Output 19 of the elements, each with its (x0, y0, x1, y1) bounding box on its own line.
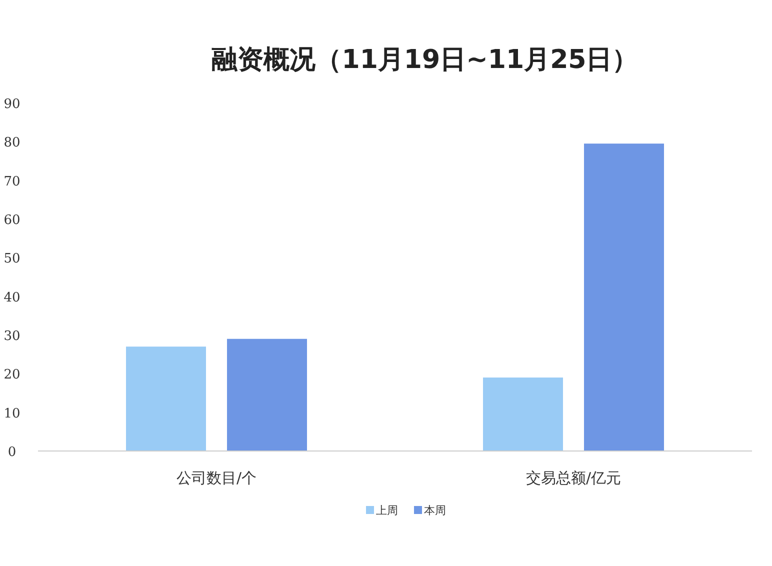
bar (227, 338, 307, 451)
y-tick-label: 60 (4, 213, 20, 228)
x-tick-label: 交易总额/亿元 (526, 469, 622, 487)
x-tick-label: 公司数目/个 (176, 469, 257, 487)
bar (483, 378, 563, 451)
y-tick-label: 10 (4, 406, 20, 422)
y-tick-label: 0 (8, 445, 16, 460)
legend-label: 上周 (376, 504, 398, 517)
y-tick-label: 30 (4, 329, 20, 344)
y-tick-label: 20 (4, 368, 20, 383)
y-tick-label: 50 (4, 252, 20, 267)
y-tick-label: 40 (4, 290, 20, 306)
y-tick-label: 90 (4, 97, 20, 112)
bar (126, 346, 206, 451)
y-tick-label: 80 (4, 136, 20, 151)
bar (584, 144, 664, 451)
legend-label: 本周 (424, 504, 446, 517)
chart-title: 融资概况（11月19日~11月25日） (212, 45, 638, 75)
y-tick-label: 70 (4, 174, 20, 190)
